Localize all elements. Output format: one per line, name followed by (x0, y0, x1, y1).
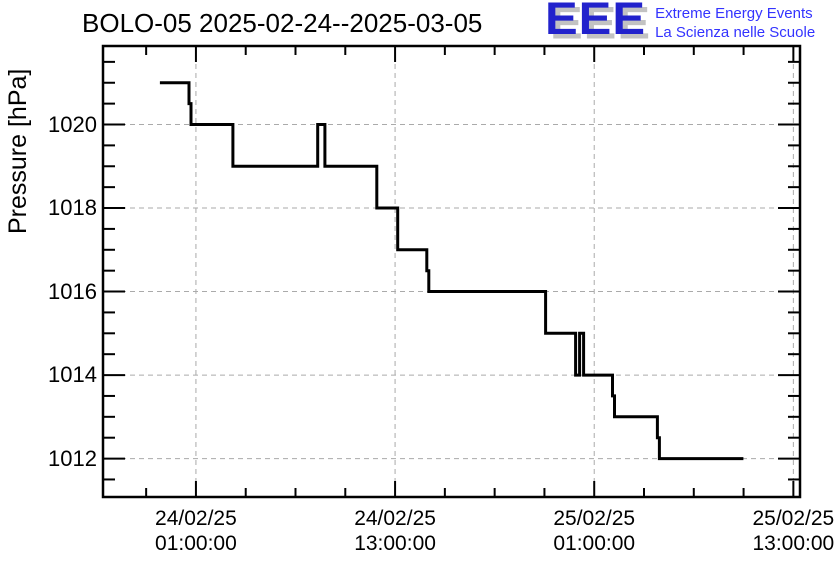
x-tick-time: 01:00:00 (155, 532, 237, 555)
y-tick-label: 1016 (48, 278, 97, 304)
eee-logo: EEE Extreme Energy Events La Scienza nel… (545, 0, 815, 45)
x-tick-label: 24/02/25 01:00:00 (131, 506, 261, 556)
y-tick-label: 1014 (48, 362, 97, 388)
x-tick-date: 24/02/25 (354, 507, 436, 530)
x-tick-label: 25/02/25 13:00:00 (728, 506, 836, 556)
plot-frame (101, 44, 802, 499)
x-tick-label: 24/02/25 13:00:00 (330, 506, 460, 556)
eee-logo-line2: La Scienza nelle Scuole (655, 24, 816, 41)
eee-logo-line1: Extreme Energy Events (655, 5, 813, 22)
x-tick-time: 13:00:00 (354, 532, 436, 555)
x-tick-date: 25/02/25 (553, 507, 636, 530)
y-tick-label: 1020 (48, 111, 97, 137)
pressure-step-line (159, 81, 744, 461)
eee-logo-acronym: EEE (545, 0, 647, 45)
x-tick-date: 24/02/25 (155, 507, 237, 530)
x-tick-label: 25/02/25 01:00:00 (529, 506, 659, 556)
y-tick-label: 1018 (48, 195, 97, 221)
x-tick-time: 01:00:00 (553, 532, 636, 555)
y-tick-label: 1012 (48, 445, 97, 471)
eee-logo-text: Extreme Energy Events La Scienza nelle S… (655, 1, 815, 42)
chart-title: BOLO-05 2025-02-24--2025-03-05 (82, 8, 483, 38)
x-tick-time: 13:00:00 (752, 532, 835, 555)
x-tick-date: 25/02/25 (752, 507, 835, 530)
